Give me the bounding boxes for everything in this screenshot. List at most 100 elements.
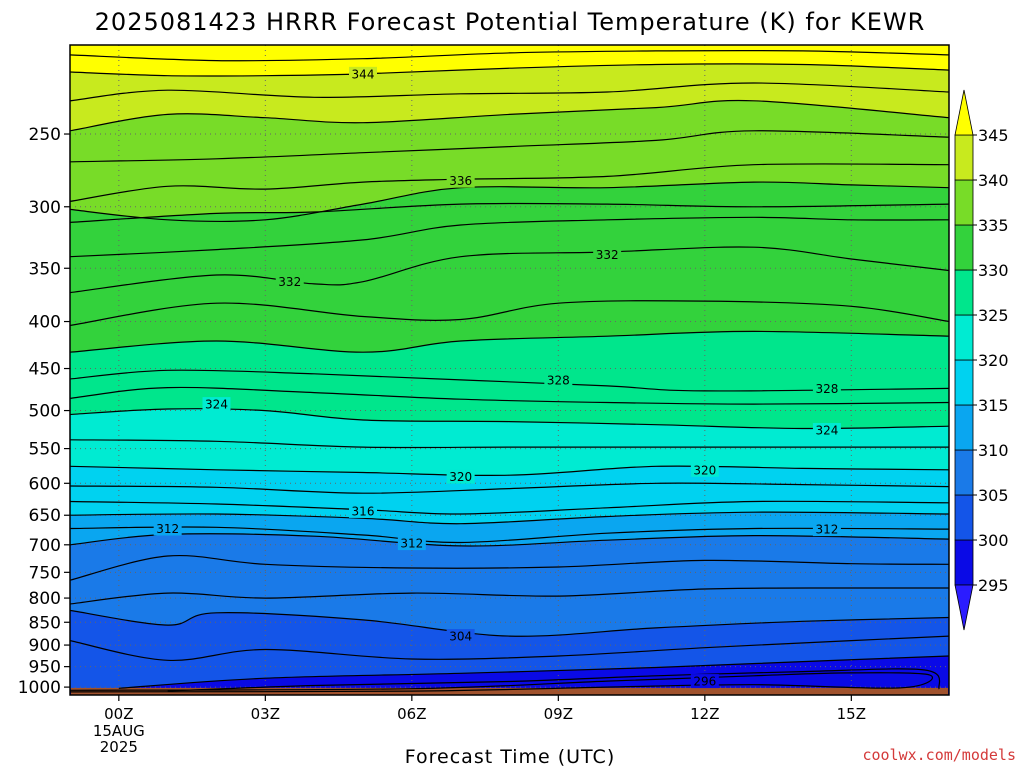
- colorbar-label: 320: [978, 351, 1009, 370]
- colorbar-segment: [954, 314, 974, 361]
- contour-label: 344: [349, 66, 377, 81]
- colorbar-label: 295: [978, 576, 1009, 595]
- contour-label-text: 312: [815, 523, 838, 537]
- isotherm-330: [70, 330, 949, 353]
- contour-label: 324: [812, 423, 841, 438]
- contour-label-text: 304: [449, 630, 472, 644]
- isotherm-334: [70, 202, 949, 223]
- contour-label-bg: [349, 503, 377, 518]
- y-tick-label: 750: [29, 563, 61, 583]
- colorbar-segment: [954, 224, 974, 271]
- isotherm-320: [70, 465, 949, 477]
- y-tick-label: 400: [29, 313, 61, 333]
- colorbar-label: 330: [978, 261, 1009, 280]
- contour-label-text: 328: [815, 382, 838, 396]
- contour-label-bg: [593, 247, 622, 262]
- colorbar-label: 345: [978, 126, 1009, 145]
- colorbar-segment: [954, 494, 974, 541]
- colorbar-segment: [954, 404, 974, 451]
- isotherm-322: [70, 439, 949, 449]
- y-tick-label: 250: [29, 125, 61, 145]
- x-axis-label: Forecast Time (UTC): [405, 746, 615, 768]
- isotherm-318: [70, 482, 949, 494]
- contour-label-bg: [812, 423, 841, 438]
- contour-label-bg: [202, 397, 231, 412]
- contour-label-bg: [544, 372, 573, 387]
- isotherm-331: [70, 300, 949, 327]
- contour-label: 312: [397, 536, 426, 551]
- ground-strip: [71, 687, 948, 695]
- isotherm-296: [70, 672, 934, 693]
- contour-label-layer: 344 336 332 332 328 328 324 324 320 320 316 312 312 3…: [153, 66, 841, 689]
- colorbar-label: 305: [978, 486, 1009, 505]
- isotherm-304: [70, 609, 949, 637]
- contour-label: 336: [446, 173, 475, 188]
- colorbar-label: 325: [978, 306, 1009, 325]
- isotherm-332: [70, 246, 949, 294]
- colorbar-label: 310: [978, 441, 1009, 460]
- x-tick-label: 00Z: [104, 705, 133, 723]
- contour-label-text: 312: [156, 522, 179, 536]
- isotherm-326: [70, 386, 949, 405]
- isotherm-344: [70, 63, 949, 77]
- pressure-axis: 250 300 350 400 450 500 550 600 650 700 750 800 850 9…: [18, 125, 70, 698]
- y-tick-label: 300: [29, 198, 61, 218]
- isotherm-314: [70, 511, 949, 525]
- isotherm-335: [70, 181, 949, 223]
- contour-label-bg: [690, 462, 719, 477]
- contour-label: 320: [690, 462, 719, 477]
- contour-label: 320: [446, 469, 475, 484]
- y-tick-label: 800: [29, 589, 61, 609]
- contour-label-text: 328: [547, 373, 570, 387]
- contour-label-text: 344: [352, 67, 375, 81]
- y-tick-label: 850: [29, 613, 61, 633]
- isotherm-328: [70, 369, 949, 392]
- contour-label-bg: [812, 381, 841, 396]
- contour-label-bg: [153, 521, 182, 536]
- contour-label: 332: [593, 247, 622, 262]
- isotherm-298: [167, 668, 941, 692]
- colorbar-max-arrow: [954, 89, 974, 136]
- colorbar-min-arrow: [954, 584, 974, 631]
- x-tick-label: 09Z: [544, 705, 573, 723]
- x-tick-sublabel: 15AUG: [93, 722, 145, 740]
- contour-label-text: 336: [449, 174, 472, 188]
- contour-label: 312: [153, 521, 182, 536]
- contour-label-bg: [397, 536, 426, 551]
- x-tick-label: 06Z: [397, 705, 426, 723]
- contour-label-text: 316: [352, 504, 375, 518]
- contour-label: 296: [690, 674, 719, 689]
- contour-layer: [70, 49, 949, 693]
- contour-label-text: 320: [449, 470, 472, 484]
- contour-label-text: 296: [693, 675, 716, 689]
- contour-label: 312: [812, 522, 841, 537]
- y-tick-label: 1000: [18, 678, 61, 698]
- colorbar-segment: [954, 359, 974, 406]
- contour-label-bg: [349, 66, 377, 81]
- y-tick-label: 550: [29, 440, 61, 460]
- contour-label-bg: [812, 522, 841, 537]
- contour-label-bg: [690, 674, 719, 689]
- isotherm-333: [70, 216, 949, 258]
- contour-label: 328: [812, 381, 841, 396]
- grid-layer: [70, 45, 949, 695]
- x-tick-label: 12Z: [690, 705, 719, 723]
- x-tick-sublabel: 2025: [100, 738, 138, 756]
- colorbar-label: 315: [978, 396, 1009, 415]
- contour-label-text: 312: [400, 537, 423, 551]
- x-tick-label: 03Z: [251, 705, 280, 723]
- colorbar-label: 300: [978, 531, 1009, 550]
- contour-label-bg: [275, 274, 304, 289]
- contour-label: 304: [446, 629, 475, 644]
- colorbar: 295 300 305 310 315 320 325 330 335 340 345: [954, 89, 1009, 631]
- colorbar-label: 340: [978, 171, 1009, 190]
- plot-frame: [69, 44, 950, 696]
- contour-label: 324: [202, 397, 231, 412]
- isotherm-310: [70, 533, 949, 547]
- contour-label-text: 332: [278, 275, 301, 289]
- contour-label-text: 320: [693, 463, 716, 477]
- contour-label: 328: [544, 372, 573, 387]
- isotherm-316: [70, 500, 949, 515]
